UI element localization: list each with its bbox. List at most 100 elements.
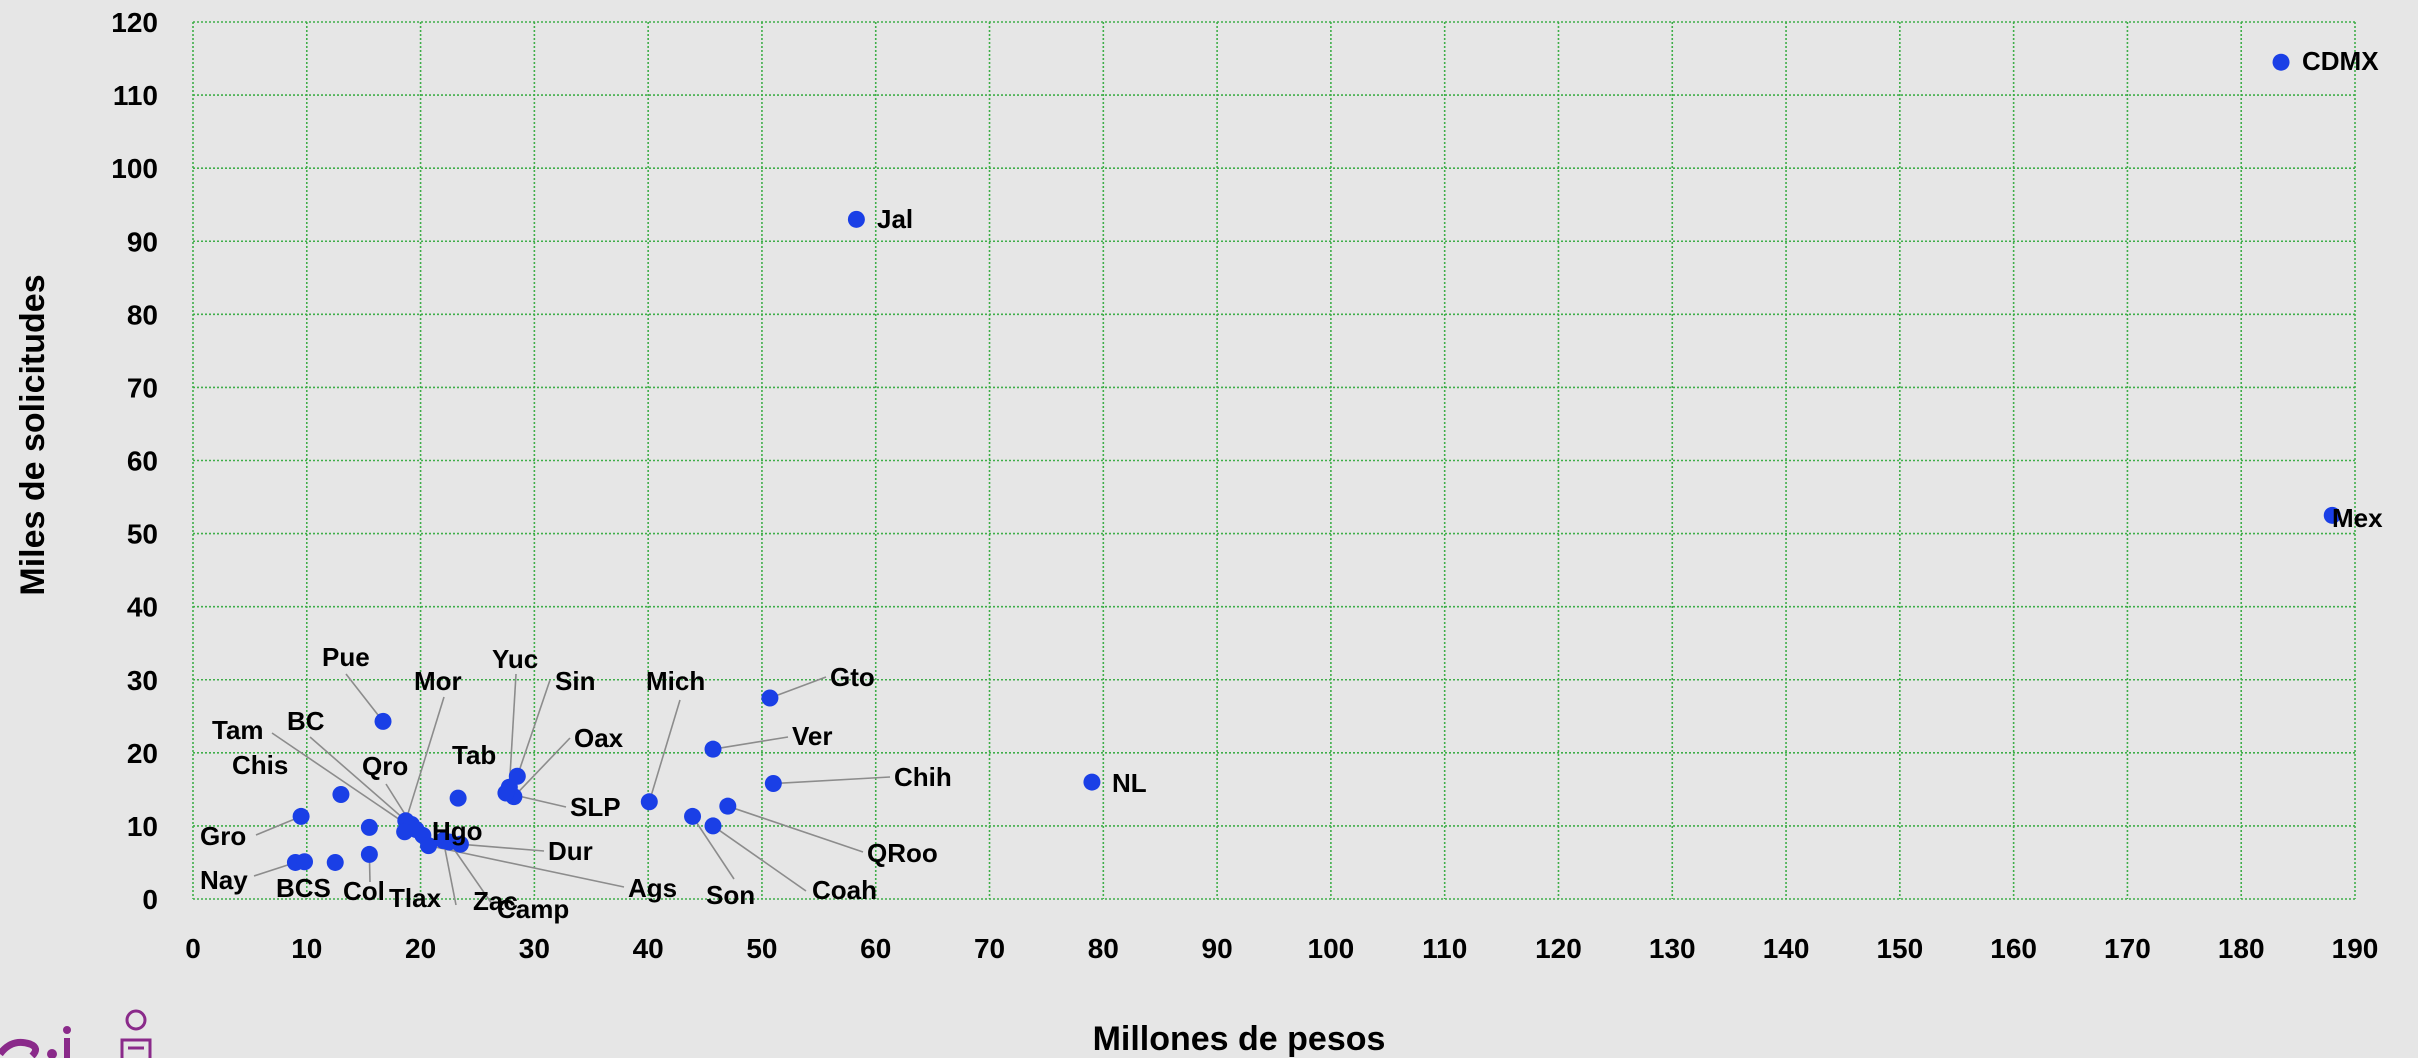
leader-line — [712, 825, 807, 892]
point-label: Chih — [894, 762, 952, 792]
x-tick-label: 160 — [1990, 933, 2037, 964]
leader-line — [508, 673, 517, 788]
leader-line — [648, 699, 681, 803]
point-label: Tlax — [389, 883, 442, 913]
x-tick-label: 140 — [1763, 933, 1810, 964]
point-label: Oax — [574, 723, 624, 753]
data-point — [764, 775, 782, 793]
data-point — [420, 837, 438, 855]
point-label: Zac — [473, 886, 518, 916]
point-label: Son — [706, 880, 755, 910]
leader-line — [309, 736, 417, 831]
data-point — [508, 767, 526, 785]
y-tick-label: 70 — [127, 372, 158, 403]
point-label: Chis — [232, 750, 288, 780]
leader-line — [769, 676, 827, 699]
y-tick-label: 0 — [142, 884, 158, 915]
y-tick-label: 90 — [127, 226, 158, 257]
point-label: Ver — [792, 721, 833, 751]
point-label: Pue — [322, 642, 370, 672]
x-tick-label: 150 — [1876, 933, 1923, 964]
point-label: Gto — [830, 662, 875, 692]
point-label: Nay — [200, 865, 248, 895]
data-point — [449, 789, 467, 807]
data-points — [286, 53, 2341, 871]
leader-line — [448, 841, 493, 905]
point-label: CDMX — [2302, 46, 2379, 76]
data-point — [360, 845, 378, 863]
data-point — [360, 818, 378, 836]
tick-labels: 0 10 20 30 40 50 60 70 80 90 100 110 120 130 140 150 160… — [111, 7, 2378, 964]
point-label: Col — [343, 876, 385, 906]
y-tick-label: 50 — [127, 519, 158, 550]
point-label: BC — [287, 706, 325, 736]
data-point — [719, 797, 737, 815]
point-label: Jal — [877, 204, 913, 234]
data-point — [292, 807, 310, 825]
x-tick-label: 180 — [2218, 933, 2265, 964]
point-label: Gro — [200, 821, 246, 851]
x-tick-label: 120 — [1535, 933, 1582, 964]
point-label: NL — [1112, 768, 1147, 798]
y-axis-title: Miles de solicitudes — [14, 274, 52, 595]
leader-line — [442, 840, 457, 906]
point-label: Mich — [646, 666, 705, 696]
data-point — [704, 740, 722, 758]
point-label: Dur — [548, 836, 593, 866]
y-tick-label: 40 — [127, 592, 158, 623]
data-point — [326, 853, 344, 871]
leader-line — [405, 696, 445, 822]
data-point — [2272, 53, 2290, 71]
point-label: Qro — [362, 751, 408, 781]
y-tick-label: 110 — [113, 80, 158, 111]
data-point — [704, 817, 722, 835]
y-tick-label: 30 — [127, 665, 158, 696]
x-tick-label: 60 — [860, 933, 891, 964]
x-tick-label: 110 — [1422, 933, 1467, 964]
x-tick-label: 170 — [2104, 933, 2151, 964]
point-label: Ags — [628, 873, 677, 903]
y-tick-label: 20 — [127, 738, 158, 769]
point-label: Sin — [555, 666, 595, 696]
leader-line — [516, 679, 551, 777]
point-label: SLP — [570, 792, 621, 822]
x-tick-label: 30 — [519, 933, 550, 964]
point-label: Tam — [212, 715, 264, 745]
leader-lines — [253, 673, 891, 906]
leader-line — [773, 776, 891, 785]
point-label: QRoo — [867, 838, 938, 868]
x-tick-label: 20 — [405, 933, 436, 964]
x-tick-label: 130 — [1649, 933, 1696, 964]
leader-line — [712, 736, 789, 750]
leader-line — [727, 805, 864, 853]
data-point — [684, 807, 702, 825]
x-tick-label: 10 — [291, 933, 322, 964]
y-tick-label: 100 — [111, 153, 158, 184]
x-tick-label: 70 — [974, 933, 1005, 964]
y-tick-label: 60 — [127, 446, 158, 477]
point-labels: CDMX Jal Mex NL Gto Ver Chih QRoo Coah Son Mich Yuc… — [200, 46, 2383, 924]
x-tick-label: 40 — [633, 933, 664, 964]
data-point — [296, 853, 314, 871]
data-point — [434, 832, 452, 850]
leader-line — [460, 843, 545, 852]
y-tick-label: 120 — [111, 7, 158, 38]
point-label: Mex — [2332, 503, 2383, 533]
data-point — [332, 785, 350, 803]
point-label: Mor — [414, 666, 462, 696]
data-point — [396, 823, 414, 841]
data-point — [1083, 773, 1101, 791]
data-point — [640, 793, 658, 811]
leader-line — [513, 737, 571, 798]
point-label: Camp — [497, 894, 569, 924]
point-label: Yuc — [492, 644, 538, 674]
data-point — [847, 210, 865, 228]
x-tick-label: 90 — [1202, 933, 1233, 964]
x-tick-label: 100 — [1308, 933, 1355, 964]
point-label: Hgo — [432, 816, 483, 846]
point-label: Coah — [812, 875, 877, 905]
y-tick-label: 80 — [127, 299, 158, 330]
data-point — [761, 689, 779, 707]
leader-line — [345, 673, 384, 722]
